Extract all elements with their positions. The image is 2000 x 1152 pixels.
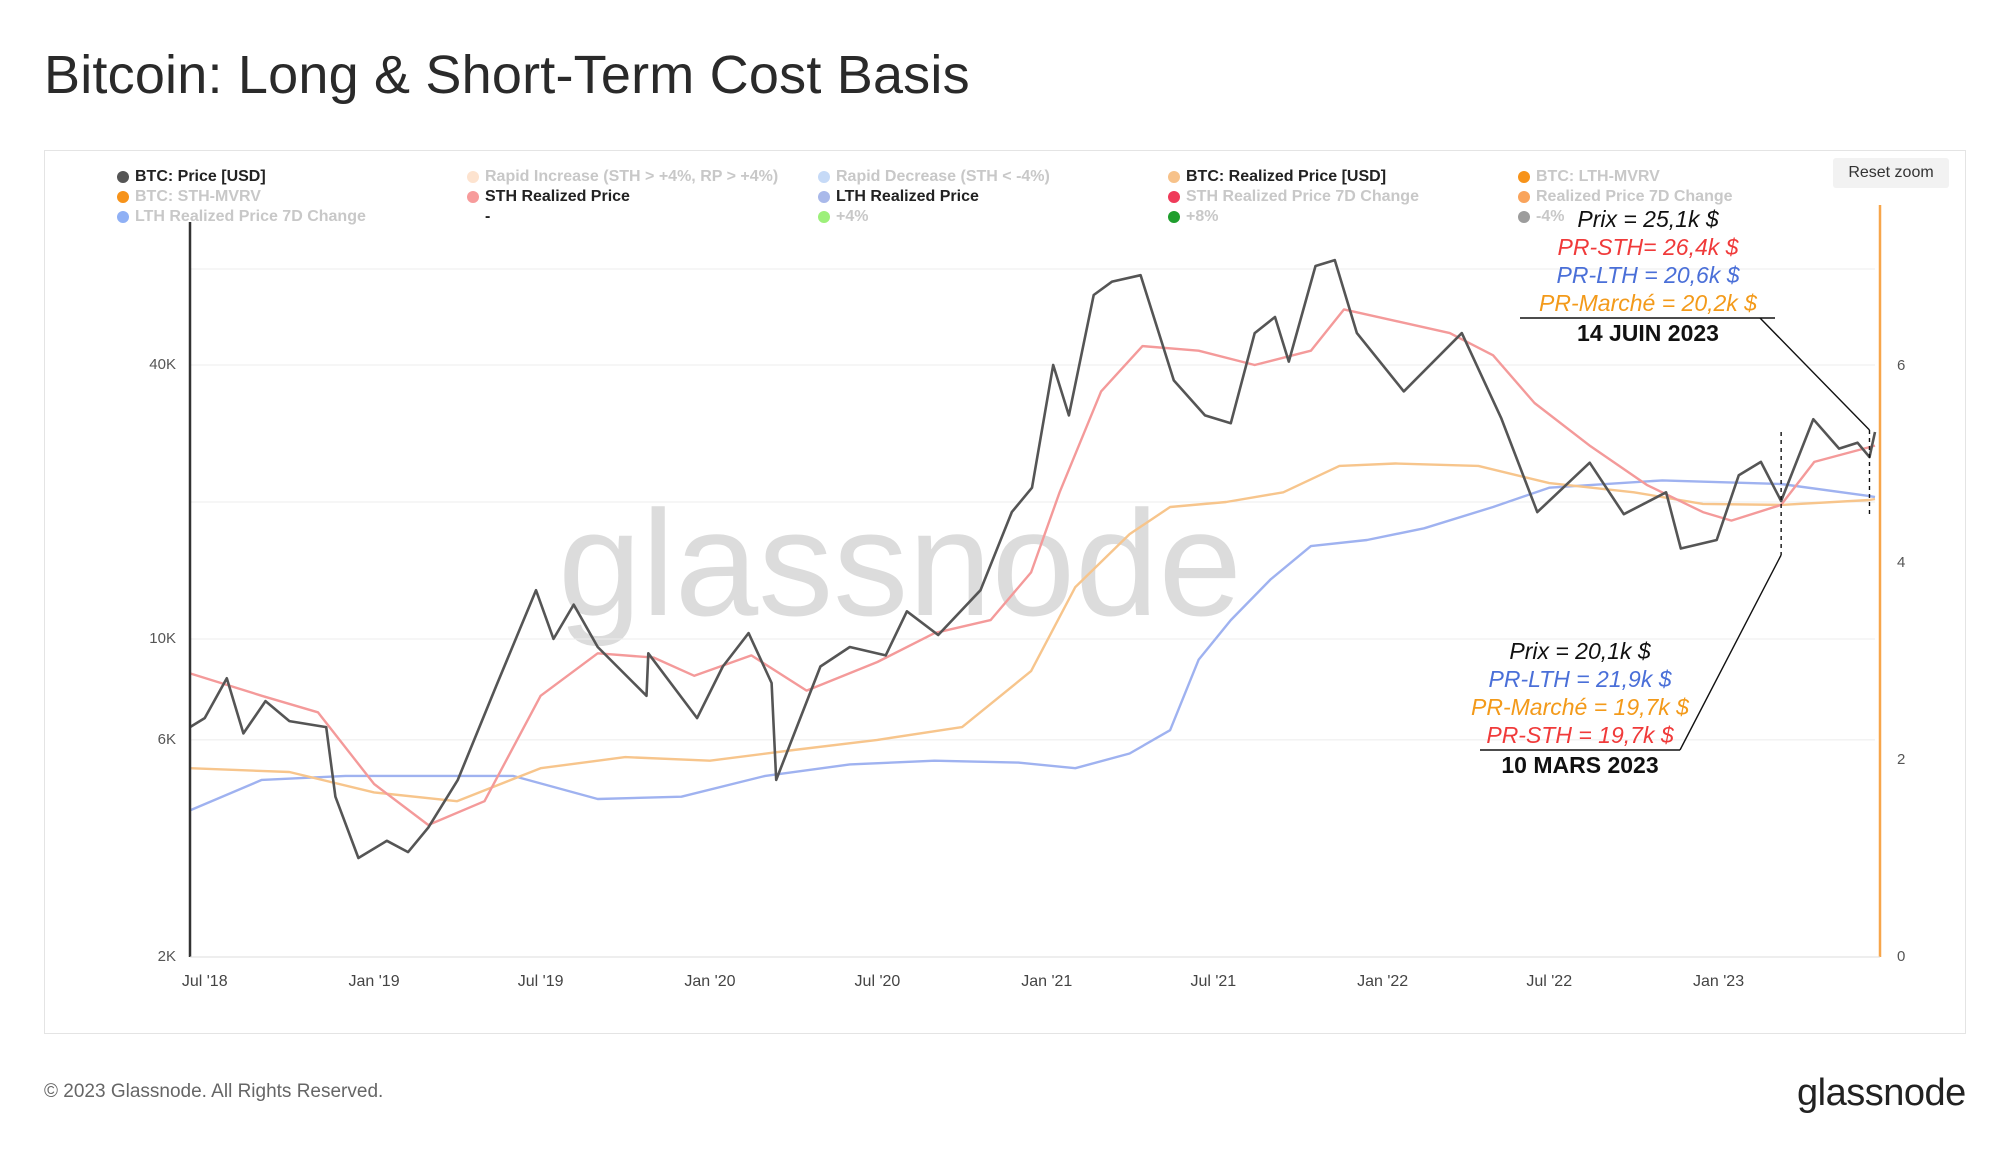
x-tick-label: Jan '19 [348,973,400,990]
legend-label: - [485,208,491,225]
ann-march-leader [1679,554,1782,751]
legend-item[interactable]: Rapid Decrease (STH < -4%) [818,168,1050,186]
legend-label: LTH Realized Price 7D Change [135,208,366,225]
copyright: © 2023 Glassnode. All Rights Reserved. [44,1081,384,1102]
ann-june-date: 14 JUIN 2023 [1577,320,1719,346]
legend-dot-icon [117,211,129,223]
legend-label: STH Realized Price 7D Change [1186,188,1419,205]
legend-item[interactable]: - [467,208,490,226]
legend-item[interactable]: -4% [1518,208,1564,226]
legend-label: BTC: LTH-MVRV [1536,168,1660,185]
legend-dot-icon [1168,171,1180,183]
legend-dot-icon [1518,171,1530,183]
legend-label: LTH Realized Price [836,188,979,205]
legend-label: +4% [836,208,869,225]
realized-price-line[interactable] [189,462,1876,803]
legend-item[interactable]: BTC: LTH-MVRV [1518,168,1660,186]
legend-item[interactable]: Realized Price 7D Change [1518,188,1733,206]
legend-label: BTC: STH-MVRV [135,188,261,205]
y2-tick-label: 0 [1897,948,1906,965]
legend-item[interactable]: +4% [818,208,868,226]
y-tick-label: 10K [149,629,176,647]
legend-label: -4% [1536,208,1565,225]
legend-dot-icon [818,211,830,223]
y-tick-label: 6K [157,730,176,748]
legend-dot-icon [818,191,830,203]
page-title: Bitcoin: Long & Short-Term Cost Basis [44,45,970,105]
brand-logo: glassnode [1797,1072,1966,1114]
x-tick-label: Jul '18 [181,973,228,990]
legend-item[interactable]: +8% [1168,208,1218,226]
y2-tick-label: 2 [1897,750,1906,768]
legend-dot-icon [467,171,479,183]
y2-tick-label: 6 [1897,356,1906,374]
ann-march-market: PR-Marché = 19,7k $ [1471,694,1689,720]
x-tick-label: Jan '20 [684,973,736,990]
x-tick-label: Jan '22 [1357,973,1409,990]
ann-june-market: PR-Marché = 20,2k $ [1539,290,1757,316]
legend-dot-icon [117,191,129,203]
btc-price-line[interactable] [189,258,1877,860]
y-tick-label: 2K [157,948,176,965]
legend-label: STH Realized Price [485,188,630,205]
legend-item[interactable]: BTC: Price [USD] [117,168,266,186]
x-tick-label: Jul '19 [517,973,564,990]
reset-zoom-button[interactable]: Reset zoom [1833,158,1949,188]
ann-june-lth: PR-LTH = 20,6k $ [1556,262,1740,288]
x-tick-label: Jan '21 [1021,973,1073,990]
legend-item[interactable]: BTC: STH-MVRV [117,188,261,206]
lth-realized-price-line[interactable] [189,479,1876,812]
legend-item[interactable]: LTH Realized Price 7D Change [117,208,366,226]
y2-tick-label: 4 [1897,553,1906,571]
legend-label: +8% [1186,208,1219,225]
legend-label: Rapid Decrease (STH < -4%) [836,168,1050,185]
ann-march-price: Prix = 20,1k $ [1509,638,1651,664]
x-tick-label: Jul '22 [1526,973,1573,990]
legend-label: Rapid Increase (STH > +4%, RP > +4%) [485,168,779,185]
legend-dot-icon [1518,191,1530,203]
y-tick-label: 40K [149,355,176,373]
legend-item[interactable]: LTH Realized Price [818,188,979,206]
ann-march-lth: PR-LTH = 21,9k $ [1488,666,1672,692]
ann-june-leader [1759,317,1870,431]
legend-item[interactable]: BTC: Realized Price [USD] [1168,168,1386,186]
legend-item[interactable]: STH Realized Price 7D Change [1168,188,1419,206]
legend-dot-icon [467,191,479,203]
ann-june-price: Prix = 25,1k $ [1577,206,1719,232]
legend-dot-icon [117,171,129,183]
legend-item[interactable]: STH Realized Price [467,188,630,206]
legend-dot-icon [1168,211,1180,223]
x-tick-label: Jan '23 [1693,973,1745,990]
legend-label: BTC: Realized Price [USD] [1186,168,1387,185]
ann-march-date: 10 MARS 2023 [1501,752,1659,778]
ann-june-sth: PR-STH= 26,4k $ [1557,234,1739,260]
legend-dot-icon [1168,191,1180,203]
watermark: glassnode [558,479,1242,647]
legend-dot-icon [1518,211,1530,223]
x-tick-label: Jul '21 [1190,973,1237,990]
legend-dot-icon [818,171,830,183]
legend-item[interactable]: Rapid Increase (STH > +4%, RP > +4%) [467,168,778,186]
legend-label: Realized Price 7D Change [1536,188,1733,205]
legend-label: BTC: Price [USD] [135,168,266,185]
x-tick-label: Jul '20 [854,973,901,990]
chart-panel [44,150,1966,1034]
ann-march-sth: PR-STH = 19,7k $ [1486,722,1674,748]
